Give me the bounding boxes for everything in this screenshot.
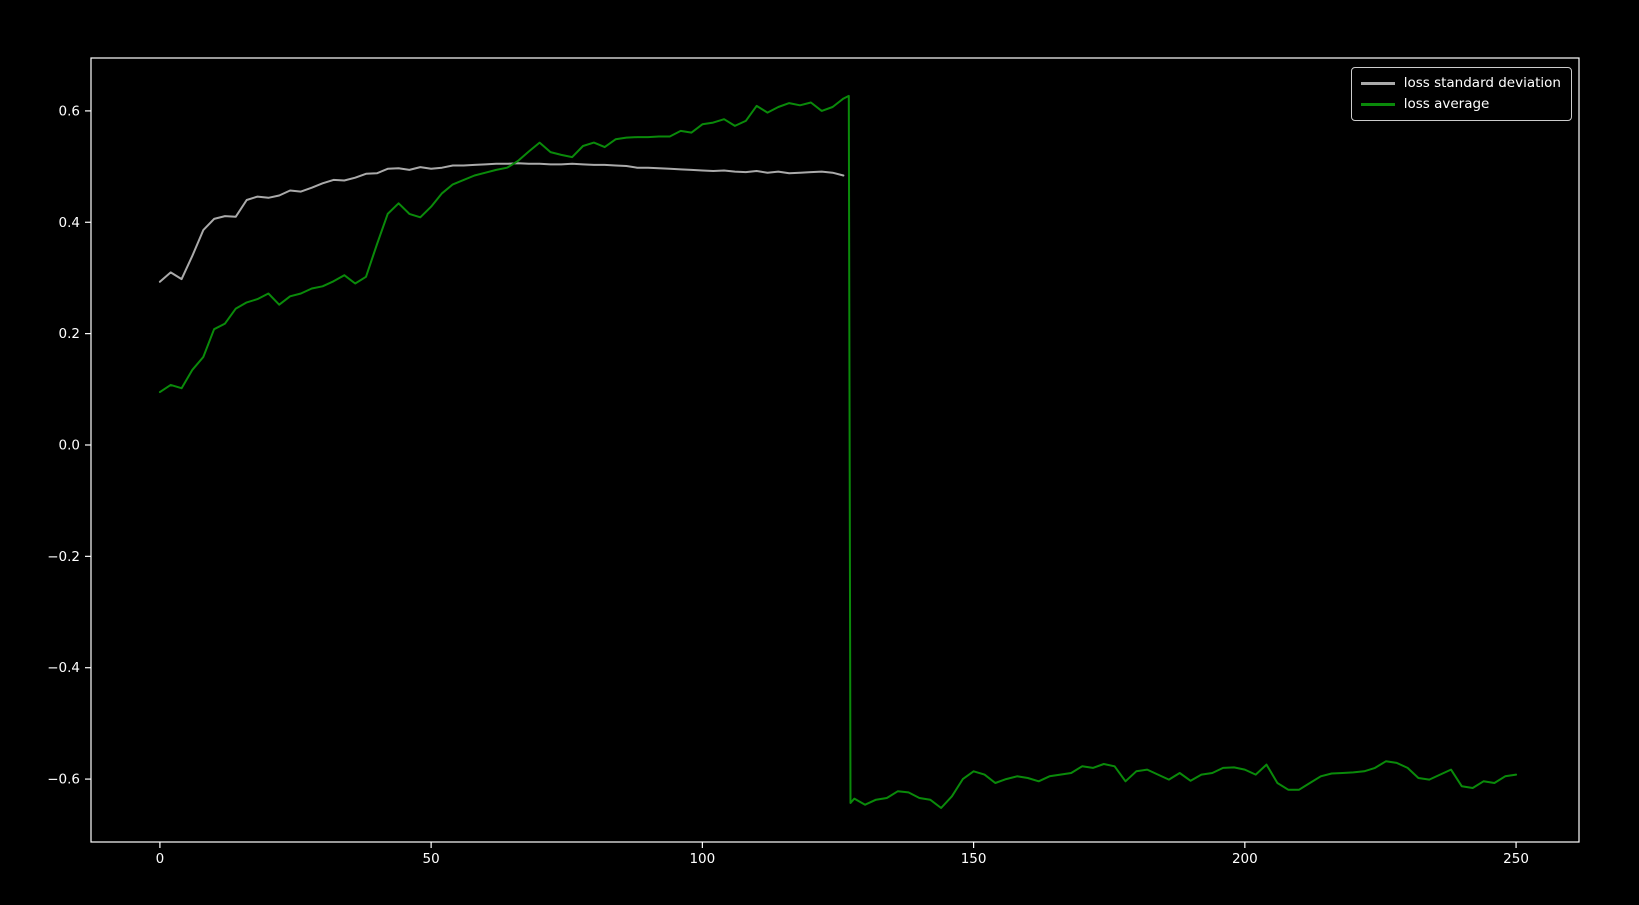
legend-row-loss-standard-deviation: loss standard deviation bbox=[1360, 74, 1561, 93]
x-tick-label: 200 bbox=[1232, 851, 1258, 867]
legend-line-swatch-green bbox=[1360, 103, 1395, 106]
x-tick-label: 50 bbox=[423, 851, 440, 867]
y-tick-label: 0.0 bbox=[59, 437, 80, 453]
series-line-loss-average bbox=[158, 94, 1518, 809]
x-tick-label: 0 bbox=[156, 851, 165, 867]
legend: loss standard deviation loss average bbox=[1350, 67, 1572, 121]
series-line-loss-standard-deviation bbox=[158, 162, 845, 283]
legend-row-loss-average: loss average bbox=[1360, 95, 1561, 114]
y-tick-label: 0.4 bbox=[59, 215, 80, 231]
legend-label: loss average bbox=[1403, 96, 1490, 112]
legend-label: loss standard deviation bbox=[1403, 75, 1561, 91]
x-tick-label: 100 bbox=[689, 851, 715, 867]
plot-border bbox=[90, 57, 1580, 843]
legend-line-swatch-gray bbox=[1360, 82, 1395, 85]
x-tick-label: 150 bbox=[961, 851, 987, 867]
y-tick-label: −0.4 bbox=[47, 660, 80, 676]
y-tick-label: −0.6 bbox=[47, 772, 80, 788]
x-tick-label: 250 bbox=[1503, 851, 1529, 867]
y-tick-label: 0.2 bbox=[59, 326, 80, 342]
y-tick-label: 0.6 bbox=[59, 103, 80, 119]
y-tick-label: −0.2 bbox=[47, 549, 80, 565]
